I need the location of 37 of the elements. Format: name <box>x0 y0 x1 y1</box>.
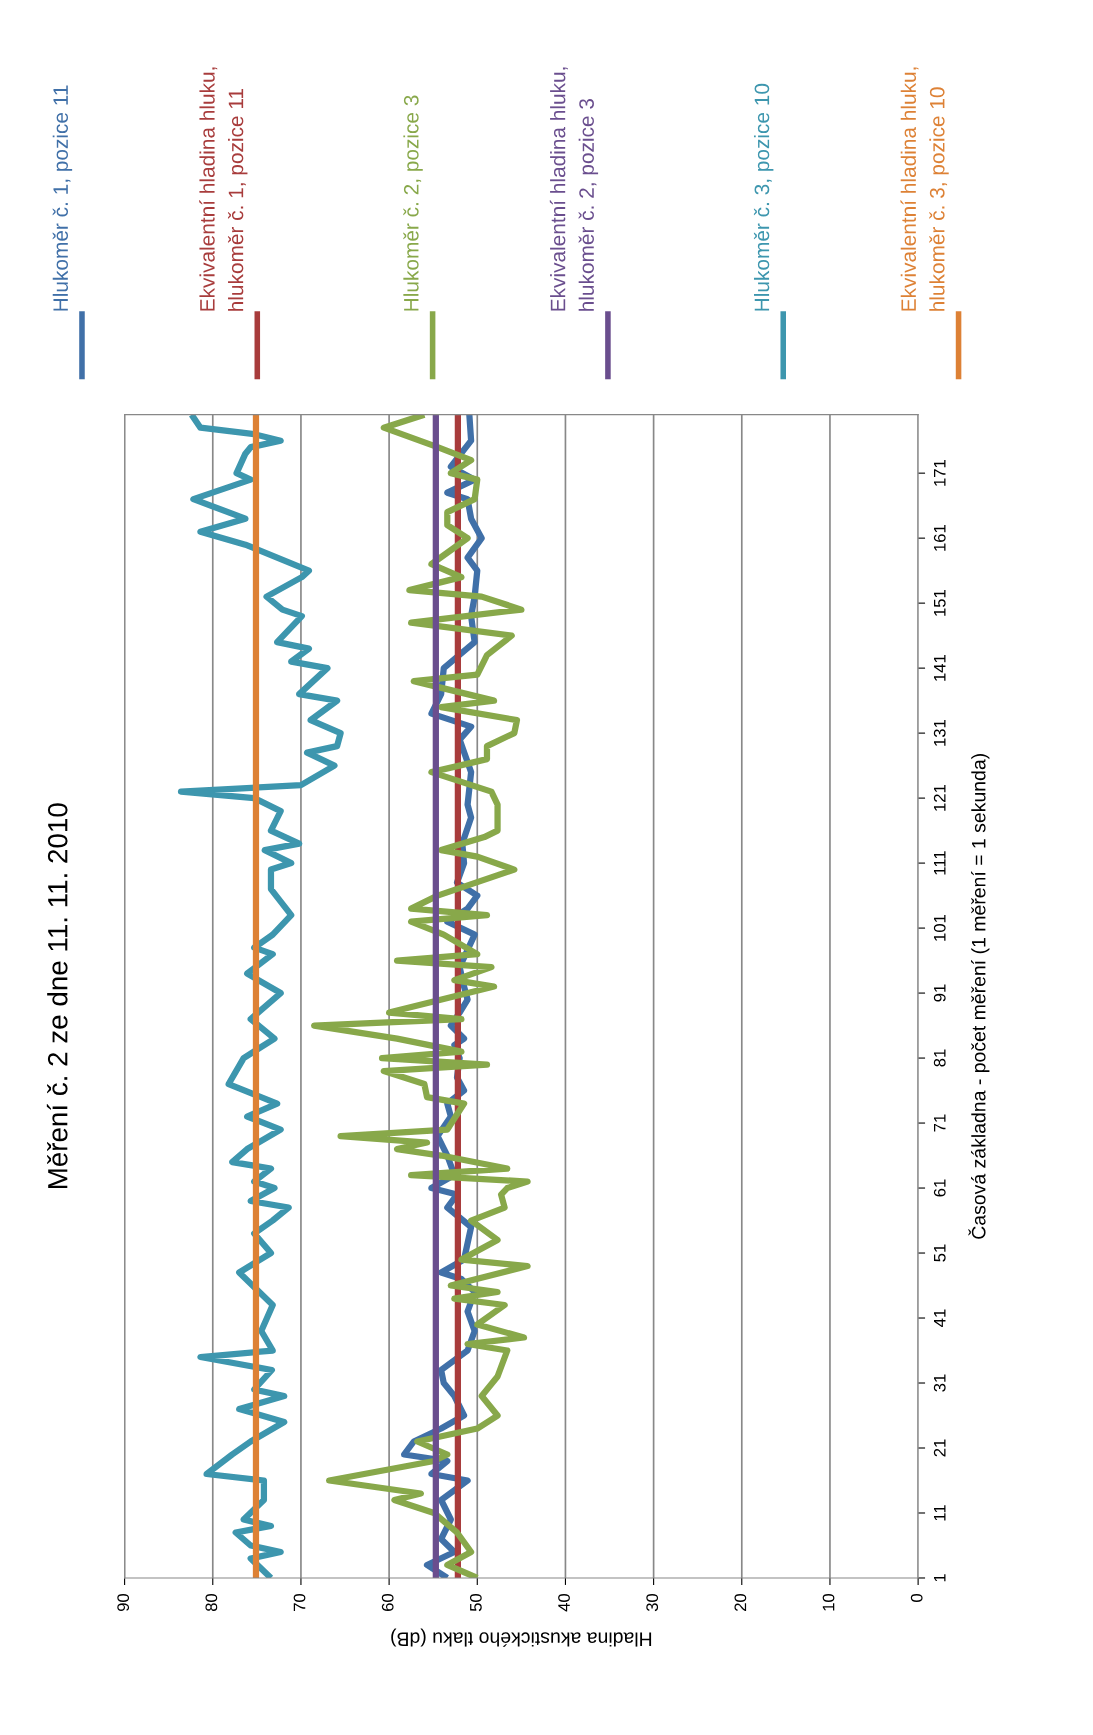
text: Ekvivalentní hladina hluku, hlukoměr č. 2, pozice 3 <box>549 67 599 311</box>
y-tick-label: 51 <box>934 1244 946 1262</box>
text: Hlukoměr č. 2, pozice 3 <box>403 95 423 311</box>
y-tick-label: 11 <box>934 1505 946 1521</box>
y-tick-label: 121 <box>933 785 946 811</box>
x-tick-label: 30 <box>646 1593 659 1612</box>
y-tick-label: 151 <box>934 590 946 616</box>
x-tick-label: 70 <box>293 1593 306 1611</box>
x-tick-label: 80 <box>205 1593 218 1612</box>
x-axis-title: Hladina akustického tlaku (dB) <box>391 1628 652 1647</box>
text: Ekvivalentní hladina hluku, hlukoměr č. 1, pozice 11 <box>199 67 248 311</box>
x-tick-label: 60 <box>381 1593 394 1611</box>
y-tick-label: 111 <box>934 851 946 875</box>
y-tick-label: 41 <box>934 1309 946 1327</box>
text: Měření č. 2 ze dne 11. 11. 2010 <box>46 803 68 1189</box>
y-tick-label: 91 <box>933 984 946 1002</box>
y-tick-label: 1 <box>934 1574 946 1582</box>
y-tick-label: 21 <box>933 1439 946 1457</box>
y-tick-label: 141 <box>934 655 946 681</box>
text: Hlukoměr č. 3, pozice 10 <box>753 83 774 311</box>
y-tick-label: 161 <box>933 525 946 551</box>
x-tick-label: 50 <box>469 1593 482 1612</box>
x-tick-label: 0 <box>910 1593 923 1602</box>
y-tick-label: 31 <box>933 1374 946 1392</box>
y-axis-title: Časová základna - počet měření (1 měření = 1 sekunda) <box>968 754 990 1239</box>
y-tick-label: 131 <box>933 720 946 746</box>
x-tick-label: 10 <box>822 1593 835 1611</box>
y-tick-label: 81 <box>933 1049 946 1067</box>
x-tick-label: 20 <box>734 1593 747 1611</box>
text: Hlukoměr č. 1, pozice 11 <box>52 85 73 311</box>
x-tick-label: 40 <box>558 1593 570 1612</box>
y-tick-label: 61 <box>933 1179 946 1197</box>
y-tick-label: 71 <box>934 1114 946 1132</box>
y-tick-label: 171 <box>934 460 946 486</box>
text: Ekvivalentní hladina hluku, hlukoměr č. 3, pozice 10 <box>900 67 949 311</box>
y-tick-label: 101 <box>933 914 946 941</box>
x-tick-label: 90 <box>117 1593 130 1612</box>
